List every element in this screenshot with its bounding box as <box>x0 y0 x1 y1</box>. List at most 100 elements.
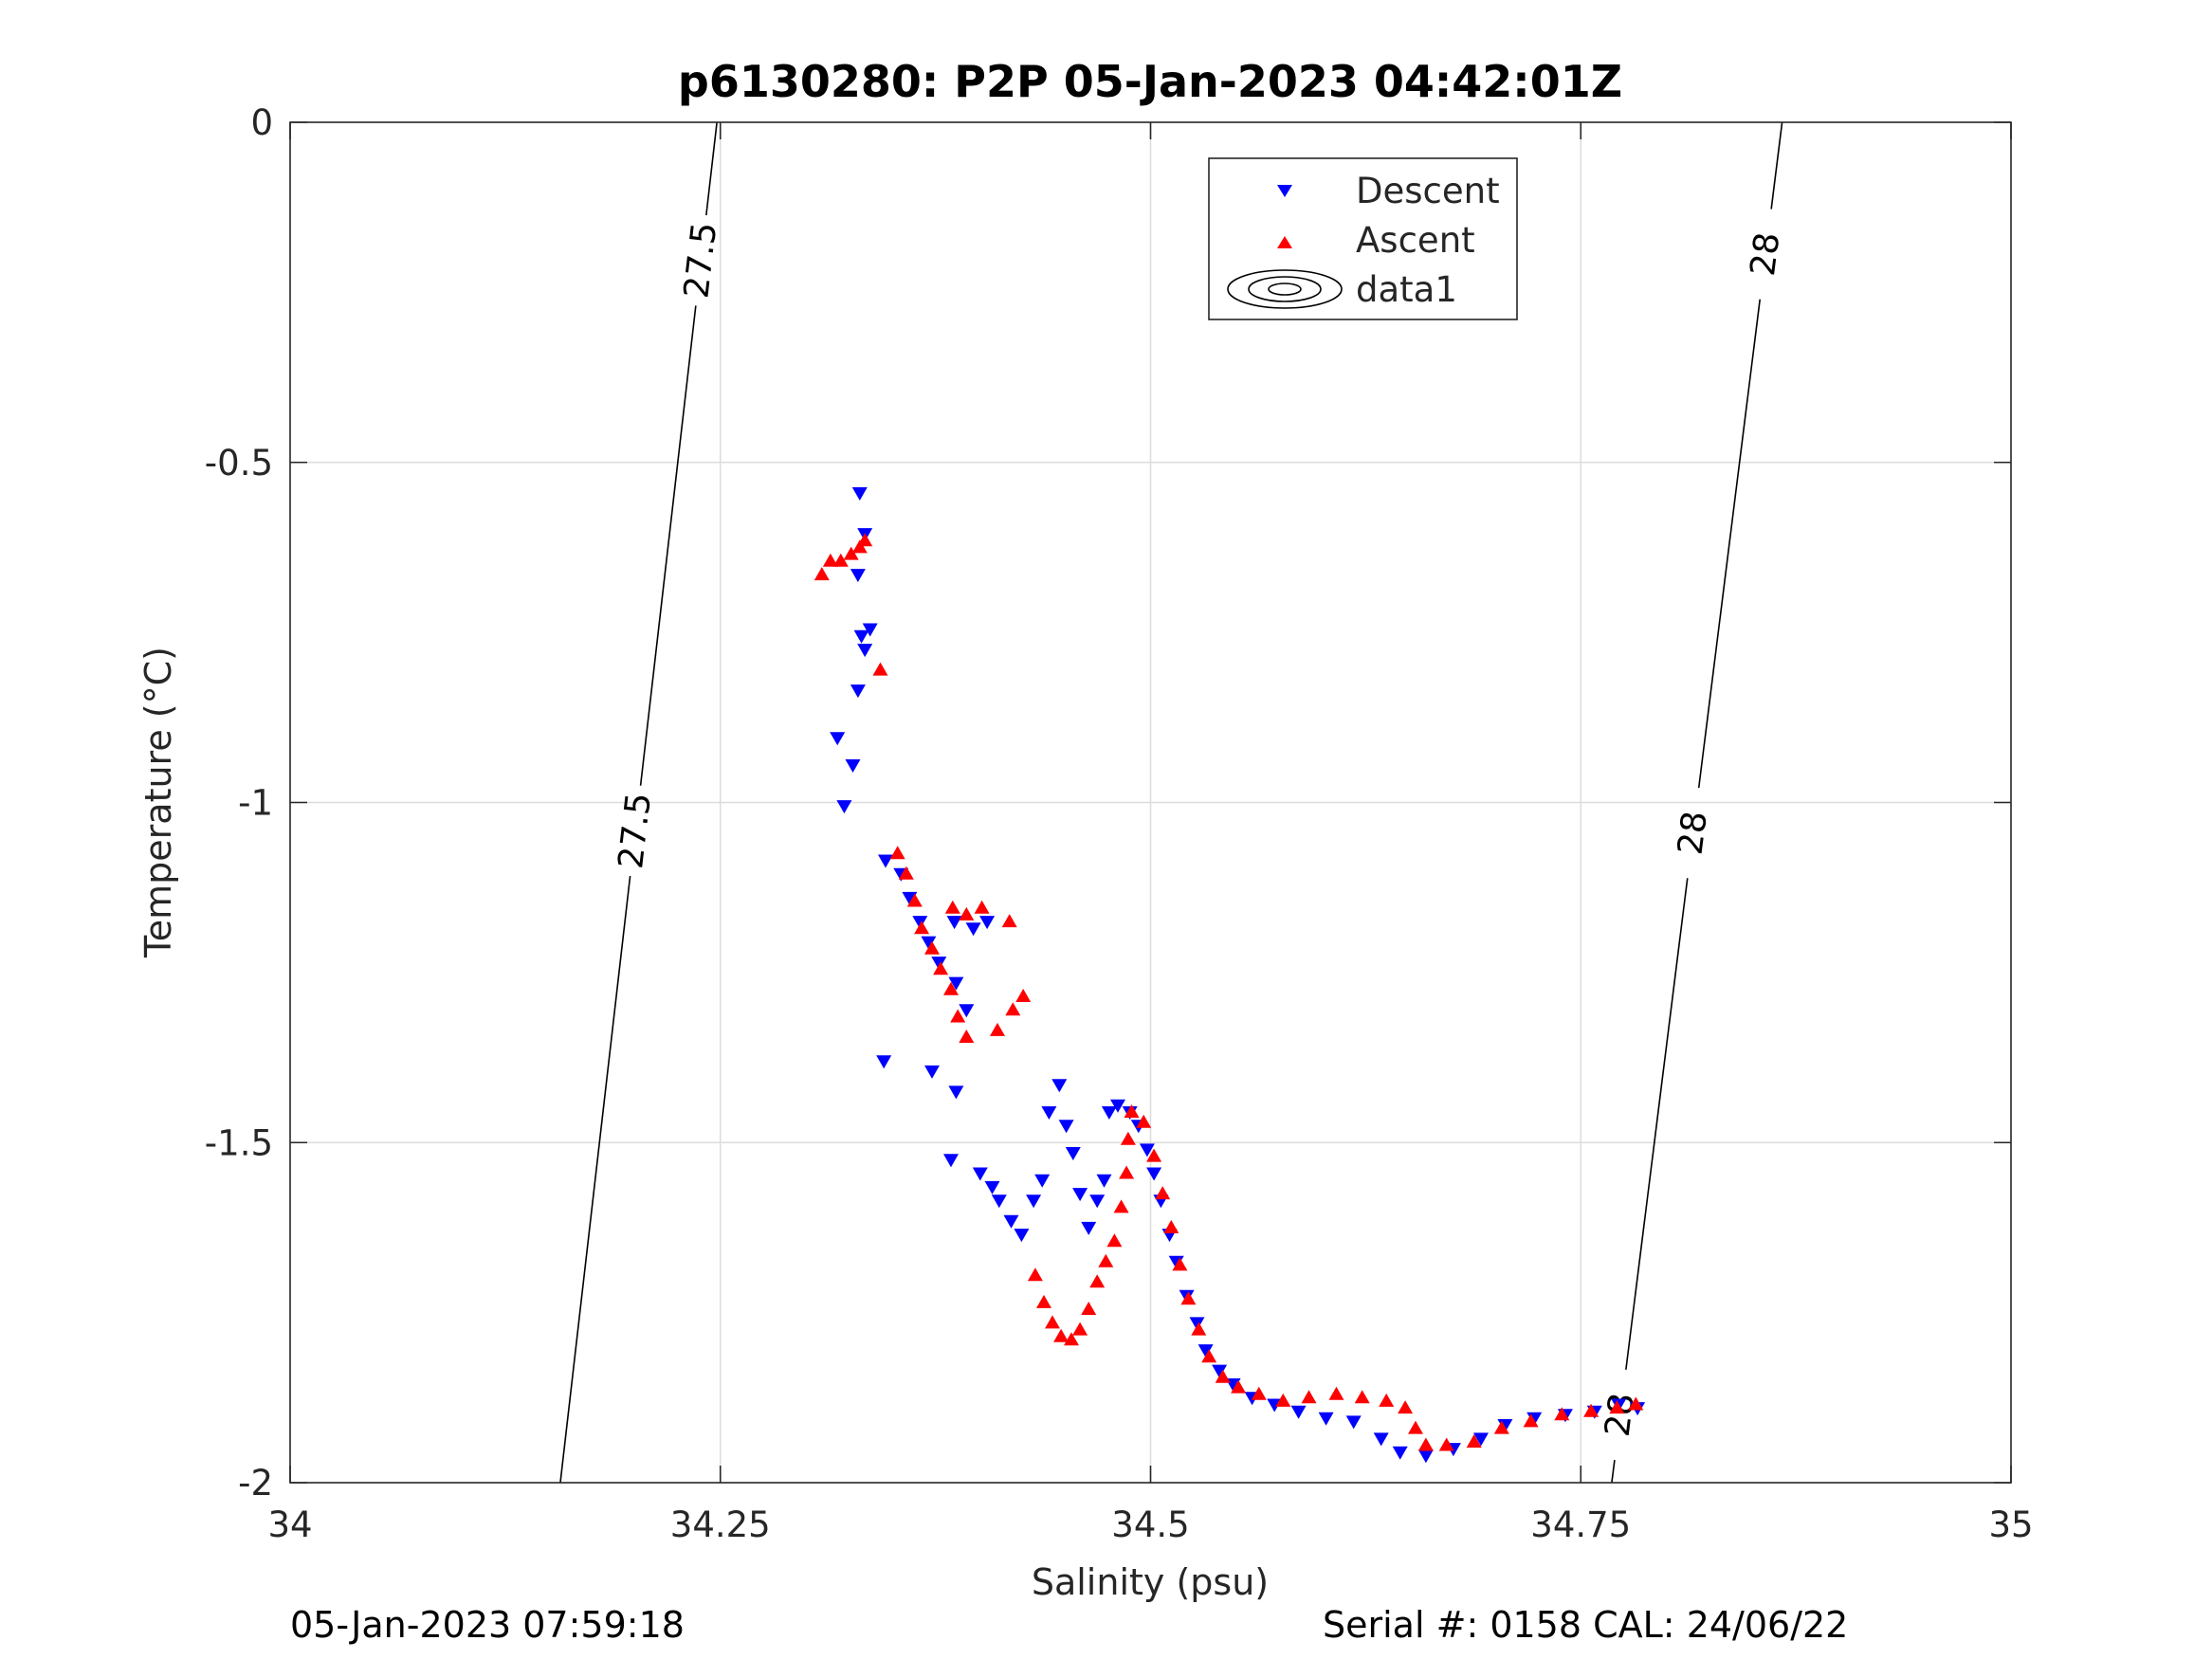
x-tick-label: 34 <box>267 1504 312 1545</box>
x-tick-label: 35 <box>1988 1504 2033 1545</box>
contour-label: 28 <box>1744 230 1787 279</box>
ascent-point <box>1466 1434 1482 1448</box>
ascent-point <box>1354 1390 1370 1404</box>
descent-point <box>1110 1099 1125 1113</box>
descent-point <box>912 916 928 930</box>
contour-line-28 <box>1611 1459 1616 1484</box>
descent-point <box>948 976 964 991</box>
ascent-point <box>1053 1328 1069 1342</box>
ascent-point <box>1275 1393 1291 1407</box>
descent-point <box>1373 1432 1389 1447</box>
descent-point <box>1014 1229 1030 1243</box>
ascent-point <box>1106 1233 1123 1248</box>
descent-point <box>959 1004 975 1018</box>
ascent-point <box>1119 1165 1135 1179</box>
contour-line-28 <box>1697 299 1762 789</box>
ascent-point <box>889 846 905 860</box>
grid-lines <box>290 122 2011 1483</box>
descent-point <box>1101 1106 1117 1120</box>
ascent-point <box>1036 1294 1051 1308</box>
ascent-point <box>1328 1386 1344 1400</box>
ascent-point <box>1015 989 1032 1002</box>
descent-point <box>862 623 878 637</box>
contour-line-28 <box>1625 878 1689 1370</box>
legend: Descent Ascent data1 <box>1208 157 1518 320</box>
ascent-point <box>1146 1148 1162 1162</box>
ascent-point <box>1136 1114 1152 1128</box>
ascent-point <box>1583 1403 1600 1417</box>
ascent-point <box>959 906 975 921</box>
legend-box <box>1208 157 1518 320</box>
descent-point <box>1072 1188 1088 1202</box>
ascent-point <box>1005 1002 1021 1016</box>
descent-point <box>948 1085 964 1100</box>
descent-point <box>851 487 868 501</box>
ascent-point <box>1438 1437 1454 1451</box>
descent-point <box>902 891 918 905</box>
ascent-point <box>1201 1349 1217 1363</box>
ascent-point <box>924 940 940 955</box>
legend-contour-icon <box>1227 269 1343 309</box>
ascent-point <box>1064 1332 1079 1346</box>
descent-point <box>965 922 981 937</box>
ascent-point <box>832 553 849 567</box>
descent-point <box>972 1167 988 1181</box>
legend-data1-label: data1 <box>1356 269 1457 310</box>
ascent-point <box>1301 1390 1317 1404</box>
axis-ticks: 34 34.25 34.5 34.75 35 0 -0.5 -1 -1.5 -2 <box>205 102 2034 1545</box>
ascent-point <box>1191 1322 1207 1336</box>
x-tick-label: 34.75 <box>1530 1504 1631 1545</box>
ascent-point <box>822 553 838 567</box>
descent-point <box>845 759 861 773</box>
descent-point <box>830 732 846 746</box>
ascent-point <box>1523 1413 1539 1428</box>
descent-point <box>1065 1147 1081 1160</box>
ascent-point <box>1089 1274 1106 1288</box>
ascent-point <box>1398 1400 1414 1414</box>
descent-point <box>984 1180 1000 1194</box>
contour-label: 27.5 <box>677 221 724 301</box>
ascent-point <box>933 961 949 975</box>
series-ascent <box>814 533 1644 1451</box>
ascent-point <box>1081 1302 1097 1315</box>
descent-point <box>853 629 869 644</box>
ascent-point <box>1072 1322 1088 1336</box>
descent-point <box>1139 1143 1155 1158</box>
ascent-point <box>843 546 859 560</box>
descent-point <box>1051 1079 1068 1093</box>
ascent-point <box>1408 1420 1423 1434</box>
ascent-point <box>1554 1407 1570 1421</box>
legend-descent-label: Descent <box>1356 171 1500 211</box>
contour-line-27.5 <box>705 121 718 216</box>
contour-line-28 <box>1770 121 1783 210</box>
descent-point <box>1003 1214 1019 1229</box>
ascent-point <box>1180 1291 1197 1305</box>
legend-ascent-marker <box>1277 236 1292 248</box>
ascent-point <box>906 893 923 907</box>
descent-point <box>991 1194 1007 1209</box>
descent-point <box>943 1154 959 1168</box>
y-tick-label: 0 <box>250 102 273 143</box>
footer-serial-cal: Serial #: 0158 CAL: 24/06/22 <box>1323 1604 1849 1646</box>
descent-point <box>878 854 893 868</box>
ascent-point <box>898 866 914 880</box>
ascent-point <box>959 1030 975 1043</box>
descent-point <box>1034 1174 1051 1188</box>
descent-point <box>1096 1174 1112 1188</box>
ascent-point <box>1113 1199 1129 1213</box>
ascent-point <box>943 981 959 995</box>
descent-point <box>1189 1317 1205 1331</box>
descent-point <box>931 957 947 971</box>
descent-point <box>1318 1412 1334 1426</box>
ascent-point <box>1001 914 1017 928</box>
ascent-point <box>950 1009 966 1023</box>
ascent-point <box>1163 1219 1179 1233</box>
ascent-point <box>1379 1393 1395 1407</box>
descent-point <box>836 800 852 814</box>
ascent-point <box>1215 1369 1231 1383</box>
footer-timestamp: 05-Jan-2023 07:59:18 <box>290 1604 685 1646</box>
ascent-point <box>1120 1131 1136 1145</box>
ascent-point <box>1609 1400 1625 1414</box>
y-tick-label: -0.5 <box>205 443 273 483</box>
ascent-point <box>944 900 960 914</box>
